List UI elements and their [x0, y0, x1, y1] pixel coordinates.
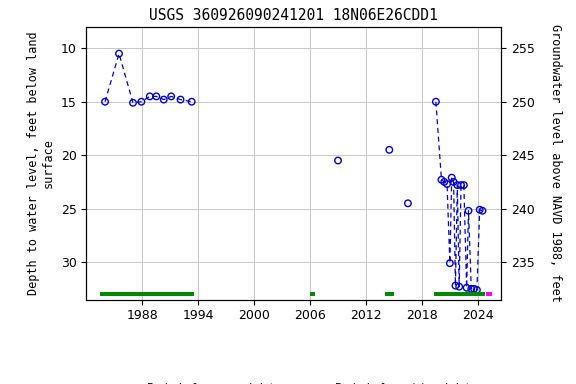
Point: [431, 99, 441, 105]
Point: [100, 99, 109, 105]
Point: [451, 283, 460, 289]
Point: [187, 99, 196, 105]
Point: [166, 93, 176, 99]
Bar: [100, 292, 194, 296]
Point: [334, 157, 343, 164]
Point: [145, 93, 154, 99]
Point: [454, 284, 464, 290]
Point: [475, 207, 484, 213]
Point: [478, 208, 487, 214]
Point: [467, 286, 476, 292]
Point: [439, 179, 449, 185]
Point: [456, 182, 465, 188]
Bar: [486, 292, 492, 296]
Point: [137, 99, 146, 105]
Point: [403, 200, 412, 206]
Point: [445, 260, 454, 266]
Point: [159, 96, 168, 103]
Point: [115, 51, 124, 57]
Point: [447, 175, 456, 181]
Y-axis label: Depth to water level, feet below land
surface: Depth to water level, feet below land su…: [27, 31, 55, 295]
Point: [385, 147, 394, 153]
Bar: [434, 292, 485, 296]
Point: [472, 287, 482, 293]
Point: [176, 96, 185, 103]
Point: [469, 286, 479, 292]
Point: [459, 182, 468, 188]
Bar: [385, 292, 394, 296]
Point: [462, 285, 471, 291]
Point: [453, 182, 462, 188]
Legend: Period of approved data, Period of provisional data: Period of approved data, Period of provi…: [107, 379, 481, 384]
Bar: [310, 292, 314, 296]
Point: [437, 177, 446, 183]
Point: [464, 208, 473, 214]
Point: [442, 181, 452, 187]
Point: [449, 179, 458, 185]
Point: [151, 93, 161, 99]
Y-axis label: Groundwater level above NAVD 1988, feet: Groundwater level above NAVD 1988, feet: [548, 24, 562, 302]
Point: [128, 100, 138, 106]
Title: USGS 360926090241201 18N06E26CDD1: USGS 360926090241201 18N06E26CDD1: [149, 8, 438, 23]
